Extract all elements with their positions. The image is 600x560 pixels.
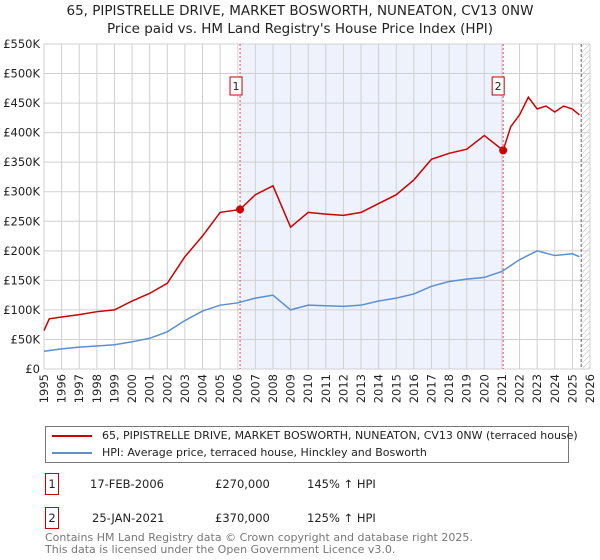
x-tick-label: 2012 xyxy=(336,374,350,403)
x-tick-label: 1998 xyxy=(90,374,104,403)
sale-marker-badge xyxy=(229,76,243,96)
y-tick-label: £100K xyxy=(3,303,40,317)
y-tick-label: £50K xyxy=(11,332,41,346)
y-tick-label: £150K xyxy=(3,273,40,287)
series-line xyxy=(43,95,580,331)
x-tick-label: 2008 xyxy=(266,374,280,403)
x-tick-label: 2026 xyxy=(583,374,597,403)
x-tick-label: 2003 xyxy=(178,374,192,403)
chart-subtitle: Price paid vs. HM Land Registry's House … xyxy=(107,21,493,37)
transaction-hpi: 145% ↑ HPI xyxy=(307,477,376,491)
sale-marker-label: 2 xyxy=(495,80,502,93)
chart-title: 65, PIPISTRELLE DRIVE, MARKET BOSWORTH, … xyxy=(66,3,534,19)
sale-marker-badge xyxy=(491,76,505,96)
footer-copyright: Contains HM Land Registry data © Crown c… xyxy=(45,531,473,544)
marker-badge: 2 xyxy=(45,507,59,529)
legend-item-hpi: HPI: Average price, terraced house, Hinc… xyxy=(52,446,427,460)
x-tick-label: 2005 xyxy=(213,374,227,403)
x-tick-label: 2000 xyxy=(125,374,139,403)
x-tick-label: 2002 xyxy=(160,374,174,403)
legend-label: HPI: Average price, terraced house, Hinc… xyxy=(102,446,427,459)
x-tick-label: 2011 xyxy=(319,374,333,403)
x-tick-label: 2007 xyxy=(248,374,262,403)
transaction-hpi: 125% ↑ HPI xyxy=(307,511,376,525)
y-tick-label: £450K xyxy=(3,96,40,110)
legend: 65, PIPISTRELLE DRIVE, MARKET BOSWORTH, … xyxy=(45,426,578,463)
x-tick-label: 2019 xyxy=(460,374,474,403)
footer: Contains HM Land Registry data © Crown c… xyxy=(45,532,473,556)
y-tick-label: £200K xyxy=(3,244,40,258)
transaction-price: £370,000 xyxy=(215,511,270,525)
x-tick-label: 2010 xyxy=(301,374,315,403)
transaction-price: £270,000 xyxy=(215,477,270,491)
x-tick-label: 2017 xyxy=(424,374,438,403)
x-tick-label: 2013 xyxy=(354,374,368,403)
red-line-icon xyxy=(52,435,92,437)
y-tick-label: £0 xyxy=(25,362,40,376)
x-tick-label: 2022 xyxy=(513,374,527,403)
x-tick-label: 1995 xyxy=(37,374,51,403)
blue-line-icon xyxy=(52,452,92,454)
x-tick-label: 2006 xyxy=(231,374,245,403)
sale-marker-label: 1 xyxy=(233,80,240,93)
x-tick-label: 1997 xyxy=(72,374,86,403)
x-tick-label: 2009 xyxy=(284,374,298,403)
legend-label: 65, PIPISTRELLE DRIVE, MARKET BOSWORTH, … xyxy=(102,429,578,442)
x-tick-label: 2016 xyxy=(407,374,421,403)
x-tick-label: 1999 xyxy=(107,374,121,403)
transaction-date: 25-JAN-2021 xyxy=(92,511,165,525)
sale-point xyxy=(499,146,508,155)
x-tick-label: 2025 xyxy=(565,374,579,403)
y-tick-label: £550K xyxy=(3,37,40,51)
x-tick-label: 2015 xyxy=(389,374,403,403)
x-tick-label: 2018 xyxy=(442,374,456,403)
y-tick-label: £350K xyxy=(3,155,40,169)
price-chart: 1995 1996 1997 1998 1999 2000 2001 2002 2003 2004… xyxy=(3,37,597,403)
x-tick-label: 2001 xyxy=(143,374,157,403)
y-tick-label: £500K xyxy=(3,67,40,81)
x-tick-label: 2021 xyxy=(495,374,509,403)
y-tick-label: £300K xyxy=(3,185,40,199)
y-tick-label: £400K xyxy=(3,126,40,140)
y-tick-label: £250K xyxy=(3,214,40,228)
x-tick-label: 2014 xyxy=(372,374,386,403)
x-tick-label: 1996 xyxy=(55,374,69,403)
transaction-date: 17-FEB-2006 xyxy=(90,477,164,491)
x-tick-label: 2023 xyxy=(530,374,544,403)
x-tick-label: 2024 xyxy=(548,374,562,403)
series-line xyxy=(43,250,580,353)
x-tick-label: 2020 xyxy=(477,374,491,403)
legend-item-property: 65, PIPISTRELLE DRIVE, MARKET BOSWORTH, … xyxy=(52,429,578,443)
x-tick-label: 2004 xyxy=(196,374,210,403)
footer-licence: This data is licensed under the Open Gov… xyxy=(45,543,396,556)
marker-badge: 1 xyxy=(45,473,59,495)
forecast-hatch xyxy=(581,44,590,369)
sale-point xyxy=(236,205,245,214)
